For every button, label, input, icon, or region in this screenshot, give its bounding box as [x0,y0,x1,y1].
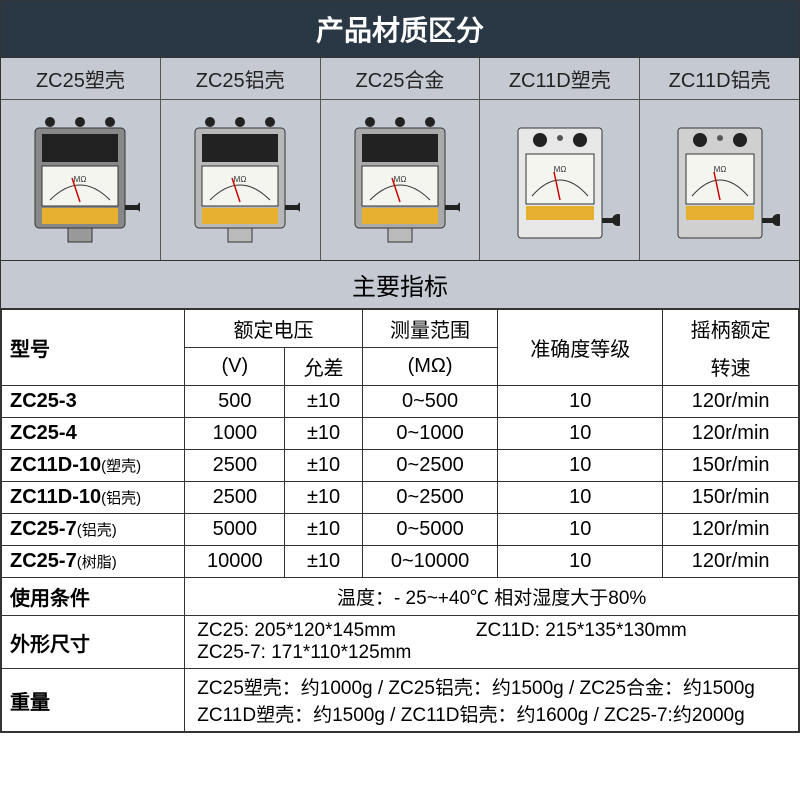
dims-value: ZC25: 205*120*145mmZC11D: 215*135*130mm … [185,616,799,669]
cell-acc: 10 [498,482,663,514]
cell-v: 2500 [185,482,285,514]
product-image: MΩ [640,100,799,260]
table-row: ZC11D-10(铝壳) 2500 ±10 0~2500 10 150r/min [2,482,799,514]
cell-tol: ±10 [285,546,362,578]
svg-text:MΩ: MΩ [394,175,407,184]
cell-model: ZC11D-10(铝壳) [2,482,185,514]
meter-icon: MΩ [500,110,620,250]
product-image: MΩ [1,100,160,260]
cell-model: ZC25-4 [2,418,185,450]
cell-speed: 150r/min [663,450,799,482]
meter-icon: MΩ [340,110,460,250]
weight-value: ZC25塑壳：约1000g / ZC25铝壳：约1500g / ZC25合金：约… [185,669,799,732]
meter-icon: MΩ [20,110,140,250]
product-label: ZC11D铝壳 [640,58,799,100]
product-cell-3: ZC25合金 MΩ [321,58,481,260]
product-cell-4: ZC11D塑壳 MΩ [480,58,640,260]
cell-model: ZC25-7(铝壳) [2,514,185,546]
meter-icon: MΩ [660,110,780,250]
cell-speed: 120r/min [663,386,799,418]
cell-acc: 10 [498,546,663,578]
cell-model: ZC25-7(树脂) [2,546,185,578]
cell-range: 0~10000 [362,546,498,578]
cell-v: 1000 [185,418,285,450]
svg-text:MΩ: MΩ [553,165,566,174]
cell-tol: ±10 [285,482,362,514]
cell-speed: 120r/min [663,546,799,578]
cell-v: 500 [185,386,285,418]
cell-range: 0~1000 [362,418,498,450]
dims-row: 外形尺寸 ZC25: 205*120*145mmZC11D: 215*135*1… [2,616,799,669]
cell-range: 0~5000 [362,514,498,546]
product-cell-2: ZC25铝壳 MΩ [161,58,321,260]
cell-range: 0~2500 [362,450,498,482]
header-speed1: 摇柄额定 [663,310,799,348]
header-range-unit: (MΩ) [362,348,498,386]
header-voltage: 额定电压 [185,310,362,348]
cell-speed: 120r/min [663,514,799,546]
header-v: (V) [185,348,285,386]
weight-label: 重量 [2,669,185,732]
header-row-1: 型号 额定电压 测量范围 准确度等级 摇柄额定 [2,310,799,348]
cell-v: 2500 [185,450,285,482]
svg-text:MΩ: MΩ [74,175,87,184]
cell-model: ZC11D-10(塑壳) [2,450,185,482]
cell-tol: ±10 [285,514,362,546]
cell-acc: 10 [498,418,663,450]
cell-speed: 120r/min [663,418,799,450]
cell-model: ZC25-3 [2,386,185,418]
product-image: MΩ [161,100,320,260]
cell-tol: ±10 [285,386,362,418]
product-row: ZC25塑壳 MΩ [1,58,799,260]
product-image: MΩ [480,100,639,260]
cell-range: 0~500 [362,386,498,418]
subtitle: 主要指标 [1,260,799,309]
product-label: ZC25塑壳 [1,58,160,100]
dims-label: 外形尺寸 [2,616,185,669]
cell-range: 0~2500 [362,482,498,514]
header-speed2: 转速 [663,348,799,386]
table-row: ZC25-7(铝壳) 5000 ±10 0~5000 10 120r/min [2,514,799,546]
product-label: ZC25铝壳 [161,58,320,100]
meter-icon: MΩ [180,110,300,250]
svg-text:MΩ: MΩ [713,165,726,174]
main-title: 产品材质区分 [1,1,799,58]
cell-v: 5000 [185,514,285,546]
cell-tol: ±10 [285,450,362,482]
spec-table-container: 产品材质区分 ZC25塑壳 MΩ [0,0,800,733]
header-model: 型号 [2,310,185,386]
cell-acc: 10 [498,450,663,482]
header-tol: 允差 [285,348,362,386]
header-range: 测量范围 [362,310,498,348]
product-label: ZC25合金 [321,58,480,100]
product-cell-5: ZC11D铝壳 MΩ [640,58,799,260]
cell-tol: ±10 [285,418,362,450]
cell-speed: 150r/min [663,482,799,514]
product-image: MΩ [321,100,480,260]
conditions-value: 温度：- 25~+40℃ 相对湿度大于80% [185,578,799,616]
svg-text:MΩ: MΩ [234,175,247,184]
product-cell-1: ZC25塑壳 MΩ [1,58,161,260]
header-accuracy: 准确度等级 [498,310,663,386]
conditions-label: 使用条件 [2,578,185,616]
product-label: ZC11D塑壳 [480,58,639,100]
table-row: ZC25-3 500 ±10 0~500 10 120r/min [2,386,799,418]
weight-row: 重量 ZC25塑壳：约1000g / ZC25铝壳：约1500g / ZC25合… [2,669,799,732]
cell-v: 10000 [185,546,285,578]
table-row: ZC25-4 1000 ±10 0~1000 10 120r/min [2,418,799,450]
conditions-row: 使用条件 温度：- 25~+40℃ 相对湿度大于80% [2,578,799,616]
cell-acc: 10 [498,386,663,418]
table-row: ZC11D-10(塑壳) 2500 ±10 0~2500 10 150r/min [2,450,799,482]
cell-acc: 10 [498,514,663,546]
table-row: ZC25-7(树脂) 10000 ±10 0~10000 10 120r/min [2,546,799,578]
spec-table: 型号 额定电压 测量范围 准确度等级 摇柄额定 (V) 允差 (MΩ) 转速 Z… [1,309,799,732]
